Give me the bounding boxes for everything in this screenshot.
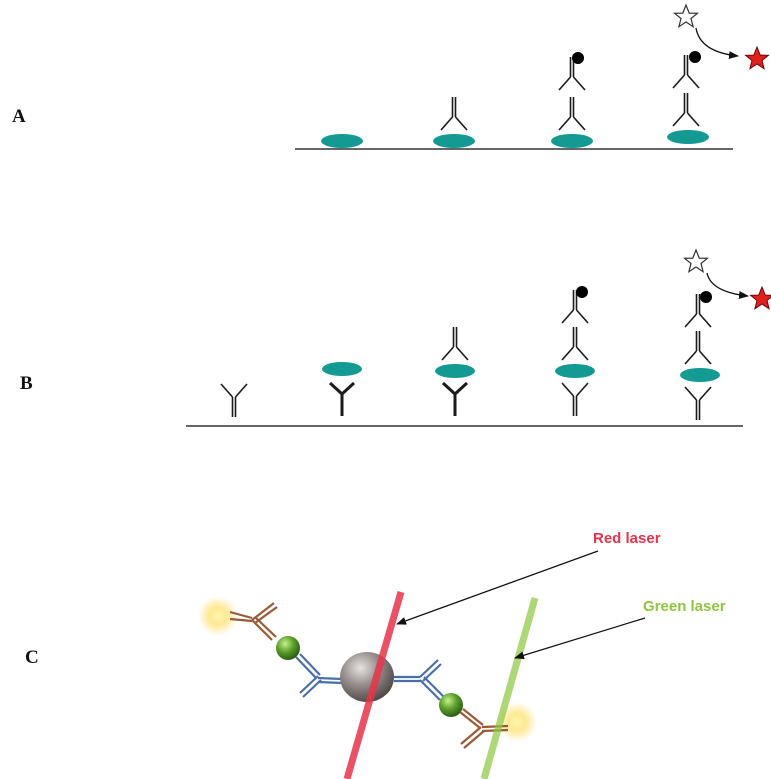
antigen (551, 134, 593, 148)
green-bead (439, 693, 463, 717)
antigen (680, 368, 720, 382)
reporter-antibody-right (459, 708, 509, 749)
panel-a: A (12, 4, 769, 150)
reporter-antibody-left (229, 602, 278, 641)
label-dot (572, 52, 584, 64)
antigen (555, 364, 595, 378)
capture-antibody (561, 382, 589, 417)
panel-a-label: A (12, 106, 26, 127)
label-dot (689, 51, 701, 63)
excited-star-icon (745, 46, 769, 70)
magnetic-bead (340, 652, 394, 702)
star-icon (683, 249, 709, 273)
green-laser-label: Green laser (643, 598, 726, 615)
panel-b: B (20, 249, 771, 427)
antigen (322, 362, 362, 376)
capture-antibody (328, 381, 356, 418)
panel-c-label: C (25, 647, 39, 668)
green-laser-beam (480, 597, 539, 779)
red-laser-label: Red laser (593, 530, 661, 547)
excitation-arrow (706, 272, 749, 300)
red-laser-pointer-arrow (396, 550, 599, 625)
label-dot (700, 291, 712, 303)
capture-antibody-right (394, 659, 445, 701)
detection-antibody (684, 330, 712, 365)
detection-antibody (672, 92, 700, 127)
antigen (435, 364, 475, 378)
green-laser-pointer-arrow (514, 617, 646, 660)
antigen (433, 134, 475, 148)
capture-antibody-left (295, 653, 343, 698)
antigen (321, 134, 363, 148)
panel-b-label: B (20, 373, 33, 394)
detection-antibody (558, 96, 586, 131)
panel-c: C (25, 530, 726, 779)
capture-antibody (441, 381, 469, 418)
excited-star-icon (750, 286, 771, 310)
excitation-arrow (695, 27, 739, 60)
label-dot (576, 286, 588, 298)
detection-antibody (440, 96, 468, 131)
red-laser-beam (343, 591, 405, 779)
capture-antibody (684, 386, 712, 421)
antigen (667, 130, 709, 144)
detection-antibody (441, 326, 469, 361)
detection-antibody (561, 326, 589, 361)
fluorescence-glow (198, 596, 238, 636)
capture-antibody (220, 383, 248, 418)
green-bead (276, 636, 300, 660)
fluorescence-glow (497, 702, 537, 742)
star-icon (673, 4, 699, 28)
